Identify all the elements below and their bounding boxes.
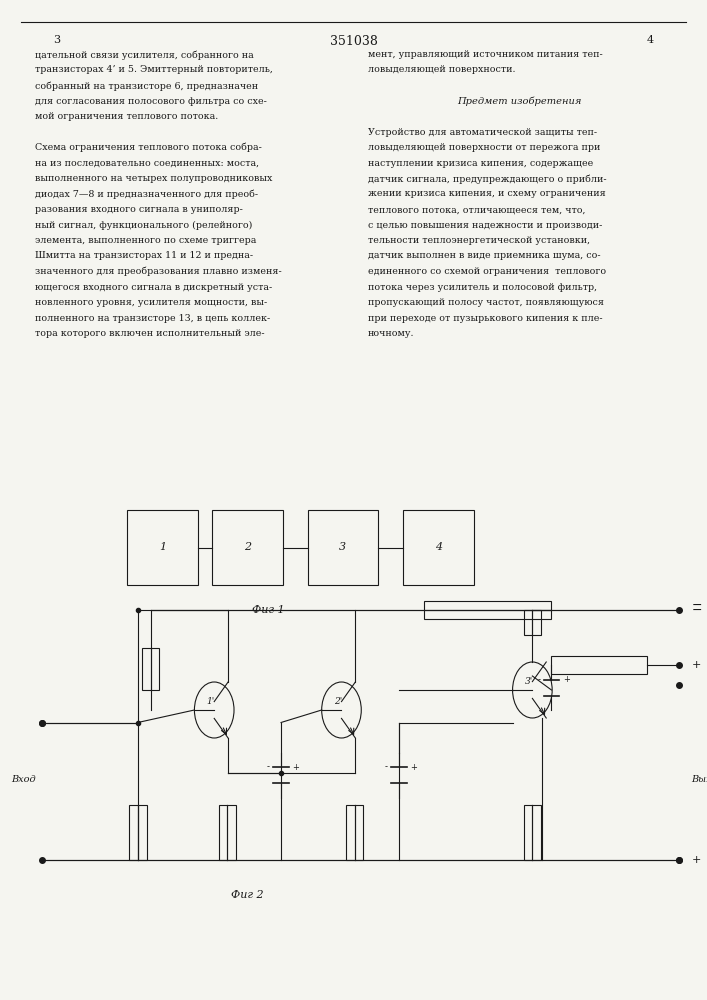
Text: значенного для преобразования плавно изменя-: значенного для преобразования плавно изм… <box>35 267 282 276</box>
Bar <box>346 805 363 860</box>
Text: 3': 3' <box>525 677 533 686</box>
Text: Предмет изобретения: Предмет изобретения <box>457 97 582 106</box>
Text: 3: 3 <box>53 35 60 45</box>
Text: 3: 3 <box>339 542 346 552</box>
Text: Схема ограничения теплового потока собра-: Схема ограничения теплового потока собра… <box>35 143 262 152</box>
Bar <box>129 805 147 860</box>
Text: ночному.: ночному. <box>368 329 414 338</box>
Text: тельности теплоэнергетической установки,: тельности теплоэнергетической установки, <box>368 236 590 245</box>
Text: разования входного сигнала в униполяр-: разования входного сигнала в униполяр- <box>35 205 243 214</box>
Text: при переходе от пузырькового кипения к пле-: при переходе от пузырькового кипения к п… <box>368 314 602 323</box>
Text: датчик сигнала, предупреждающего о прибли-: датчик сигнала, предупреждающего о прибл… <box>368 174 607 184</box>
Bar <box>524 610 542 635</box>
Text: ный сигнал, функционального (релейного): ный сигнал, функционального (релейного) <box>35 221 252 230</box>
Bar <box>141 648 159 690</box>
Bar <box>308 510 378 585</box>
Text: +: + <box>563 675 570 684</box>
Text: на из последовательно соединенных: моста,: на из последовательно соединенных: моста… <box>35 159 259 168</box>
Text: 2': 2' <box>334 697 342 706</box>
Text: ловыделяющей поверхности.: ловыделяющей поверхности. <box>368 66 515 75</box>
Text: новленного уровня, усилителя мощности, вы-: новленного уровня, усилителя мощности, в… <box>35 298 268 307</box>
Text: Фиг 1: Фиг 1 <box>252 605 285 615</box>
Text: наступлении кризиса кипения, содержащее: наступлении кризиса кипения, содержащее <box>368 159 593 168</box>
Text: Шмитта на транзисторах 11 и 12 и предна-: Шмитта на транзисторах 11 и 12 и предна- <box>35 251 254 260</box>
Text: мент, управляющий источником питания теп-: мент, управляющий источником питания теп… <box>368 50 602 59</box>
Text: элемента, выполненного по схеме триггера: элемента, выполненного по схеме триггера <box>35 236 257 245</box>
Text: собранный на транзисторе 6, предназначен: собранный на транзисторе 6, предназначен <box>35 81 259 91</box>
Text: для согласования полосового фильтра со схе-: для согласования полосового фильтра со с… <box>35 97 267 105</box>
Text: +: + <box>691 660 701 670</box>
Text: 4: 4 <box>647 35 654 45</box>
Text: теплового потока, отличающееся тем, что,: теплового потока, отличающееся тем, что, <box>368 205 585 214</box>
Text: Вход: Вход <box>11 776 36 784</box>
Text: транзисторах 4’ и 5. Эмиттерный повторитель,: транзисторах 4’ и 5. Эмиттерный повторит… <box>35 66 273 75</box>
Text: потока через усилитель и полосовой фильтр,: потока через усилитель и полосовой фильт… <box>368 282 597 292</box>
Text: жении кризиса кипения, и схему ограничения: жении кризиса кипения, и схему ограничен… <box>368 190 605 198</box>
Text: -: - <box>537 675 540 684</box>
Text: ловыделяющей поверхности от пережога при: ловыделяющей поверхности от пережога при <box>368 143 600 152</box>
Text: 2: 2 <box>244 542 251 552</box>
Text: пропускающий полосу частот, появляющуюся: пропускающий полосу частот, появляющуюся <box>368 298 604 307</box>
Text: −: − <box>691 598 702 611</box>
Bar <box>424 601 551 619</box>
Text: -: - <box>267 762 270 772</box>
Text: цательной связи усилителя, собранного на: цательной связи усилителя, собранного на <box>35 50 254 60</box>
Text: 1': 1' <box>206 697 215 706</box>
Bar <box>524 805 542 860</box>
Text: 4: 4 <box>435 542 442 552</box>
Text: Выход: Выход <box>691 776 707 784</box>
Text: ющегося входного сигнала в дискретный уста-: ющегося входного сигнала в дискретный ус… <box>35 282 273 292</box>
Bar <box>212 510 283 585</box>
Text: тора которого включен исполнительный эле-: тора которого включен исполнительный эле… <box>35 329 265 338</box>
Text: Устройство для автоматической защиты теп-: Устройство для автоматической защиты теп… <box>368 128 597 137</box>
Text: с целью повышения надежности и производи-: с целью повышения надежности и производи… <box>368 221 602 230</box>
Text: диодах 7—8 и предназначенного для преоб-: диодах 7—8 и предназначенного для преоб- <box>35 190 259 199</box>
Text: -: - <box>385 762 387 772</box>
Bar <box>218 805 236 860</box>
Text: полненного на транзисторе 13, в цепь коллек-: полненного на транзисторе 13, в цепь кол… <box>35 314 271 323</box>
Text: датчик выполнен в виде приемника шума, со-: датчик выполнен в виде приемника шума, с… <box>368 251 600 260</box>
Text: мой ограничения теплового потока.: мой ограничения теплового потока. <box>35 112 218 121</box>
Text: единенного со схемой ограничения  теплового: единенного со схемой ограничения теплово… <box>368 267 606 276</box>
Bar <box>403 510 474 585</box>
Text: 1: 1 <box>159 542 166 552</box>
Text: +: + <box>410 762 417 772</box>
Text: 351038: 351038 <box>329 35 378 48</box>
Bar <box>551 656 647 674</box>
Text: +: + <box>293 762 299 772</box>
Text: −: − <box>691 603 702 616</box>
Text: Фиг 2: Фиг 2 <box>231 890 264 900</box>
Text: +: + <box>691 855 701 865</box>
Bar <box>127 510 198 585</box>
Text: выполненного на четырех полупроводниковых: выполненного на четырех полупроводниковы… <box>35 174 273 183</box>
